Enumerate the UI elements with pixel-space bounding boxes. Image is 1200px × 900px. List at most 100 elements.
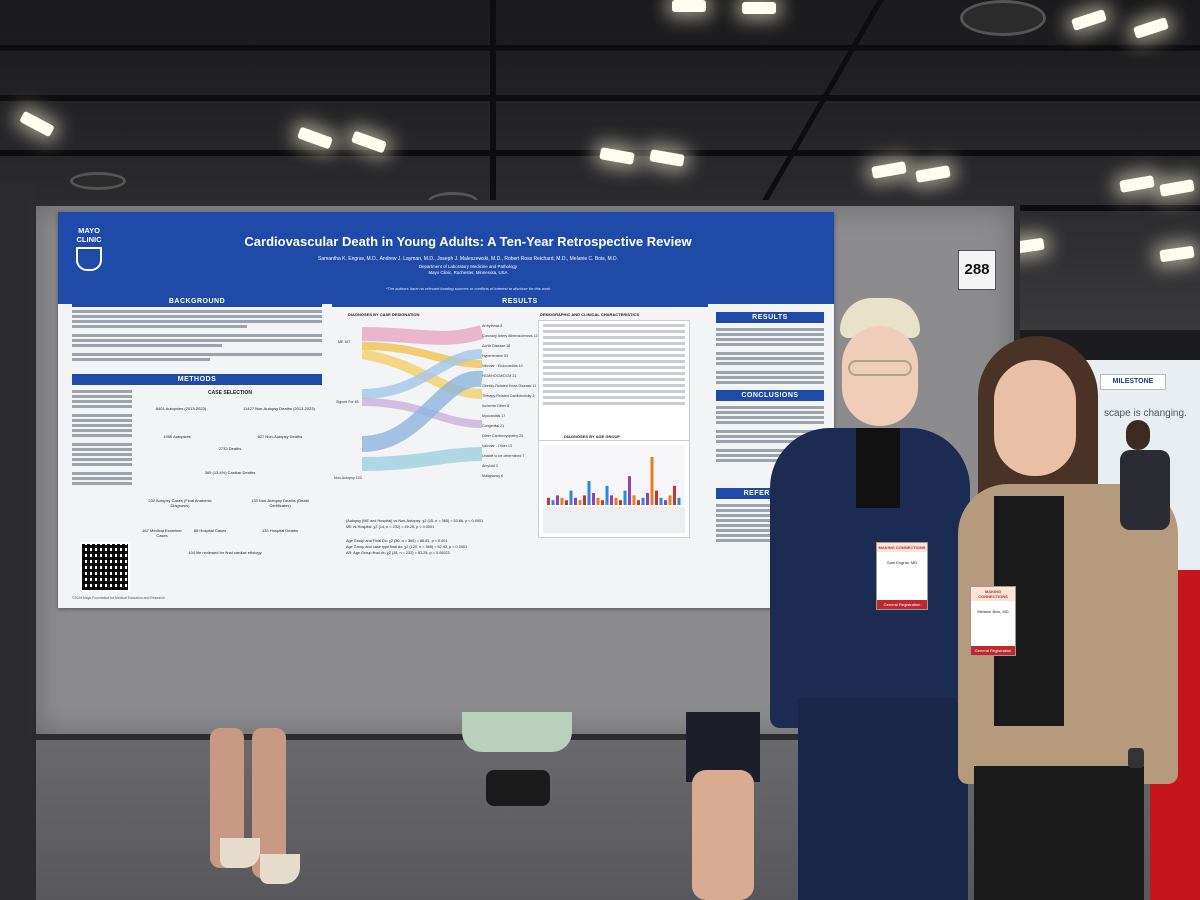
ceiling-truss [0,45,1200,51]
ceiling-truss [0,95,1200,101]
badge-role: General Registration [971,646,1015,655]
stat-line: ME vs Hospital: χ2 (14, n = 232) = 49.25… [346,525,435,529]
diagnosis-label: Malignancy 6 [482,474,504,478]
background-text [72,310,322,362]
glasses-icon [848,360,912,376]
flow-hosp-deaths: 133 Hospital Deaths [261,528,299,533]
table-row [543,324,685,327]
diagnosis-label: Congenital 21 [482,424,505,428]
qr-code[interactable] [80,542,130,592]
age-bar [668,495,672,505]
mayo-clinic-logo: MAYO CLINIC [70,226,108,271]
diagnosis-label: Unable to be determined 7 [482,454,525,458]
table-row [543,354,685,357]
age-bar [560,497,564,505]
case-selection-title: CASE SELECTION [208,390,252,396]
flow-autopsy-cases: 232 Autopsy Cases (Final Anatomic Diagno… [148,498,212,508]
age-bar [547,497,550,505]
age-bar [601,500,604,505]
name-badge: MAKING CONNECTIONS Melanie Bois, MD Gene… [970,586,1016,656]
age-bar [614,497,618,505]
age-bar [605,485,609,505]
badge-event: MAKING CONNECTIONS [877,543,927,552]
age-bar [655,490,658,505]
diagnosis-label: Arrhythmia 8 [482,324,503,328]
face [842,326,918,426]
age-bar [578,500,582,505]
age-bar [650,457,654,505]
head [1126,420,1150,450]
logo-text: MAYO CLINIC [76,226,102,244]
poster-affiliation: Department of Laboratory Medicine and Pa… [218,264,718,276]
section-background: BACKGROUND [72,296,322,307]
flow-1906: 1906 Autopsies [163,434,191,439]
badge-name: Melanie Bois, MD [977,609,1009,614]
turtleneck [856,428,900,508]
sankey-label-me: ME 167 [338,340,351,344]
age-group-chart [538,440,690,538]
section-conclusions: CONCLUSIONS [716,390,824,401]
age-bar [583,495,586,505]
booth-tagline: scape is changing. [1104,408,1187,419]
poster-title: Cardiovascular Death in Young Adults: A … [244,234,692,249]
stat-line: (Autopsy (ME and Hospital) vs Non-Autops… [346,519,484,523]
diagnosis-label: Hypertensive 53 [482,354,508,358]
badge-name: Sam Engrav, MD [886,560,918,565]
sankey-flow [362,342,483,368]
sankey-flow [362,325,485,345]
demographics-title: DEMOGRAPHIC AND CLINICAL CHARACTERISTICS [540,312,640,317]
age-bar [628,476,631,505]
age-bar [664,500,667,505]
table-row [543,366,685,369]
age-bar [646,493,649,505]
table-row [543,390,685,393]
age-bar [673,485,676,505]
age-bar [623,490,627,505]
booth-number: 288 [958,250,996,290]
stats-block: (Autopsy (ME and Hospital) vs Non-Autops… [346,518,536,556]
poster-header: MAYO CLINIC Cardiovascular Death in Youn… [58,212,834,304]
table-row [543,348,685,351]
passerby-skirt [462,712,572,752]
flow-2733: 2733 Deaths [218,446,242,451]
skirt [974,766,1144,900]
methods-text [72,390,132,550]
flow-827: 827 Non-Autopsy Deaths [257,434,303,439]
stat-line: Age Group and case type final dx: χ2 (12… [346,545,468,549]
badge-role: General Registration [877,600,927,609]
diagnosis-label: Obesity-Related Heart Disease 11 [482,384,537,388]
diagnosis-label: Myocarditis 17 [482,414,506,418]
ceiling-light [1070,9,1108,31]
department: Department of Laboratory Medicine and Pa… [418,264,518,269]
age-bar [569,490,573,505]
diagnosis-label: HCM/HOCM/DCM 21 [482,374,517,378]
booth-sign: MILESTONE [1100,374,1166,390]
flow-hospital: 65 Hospital Cases [193,528,227,533]
watch-icon [1128,748,1144,768]
ceiling-light [672,0,706,12]
ceiling-light [871,161,907,179]
age-bar [677,497,681,505]
ceiling-light [915,165,951,183]
age-bar [641,497,645,505]
ceiling-truss [490,0,496,200]
passerby-shoes [486,770,550,806]
section-methods: METHODS [72,374,322,385]
age-bar [587,481,591,505]
age-bar [632,495,636,505]
institution: Mayo Clinic, Rochester, Minnesota, USA [428,270,508,275]
shoe [220,838,260,868]
shield-icon [76,247,102,271]
passerby-left [200,728,300,900]
ceiling-light [19,110,55,138]
table-row [543,396,685,399]
age-bar [592,493,595,505]
ceiling-light [1159,179,1195,197]
ceiling-light [296,126,334,150]
table-row [543,330,685,333]
conclusions-text [716,406,824,462]
flow-me: 167 Medical Examiner Cases [142,528,182,538]
ceiling-light [1132,17,1170,39]
research-poster: MAYO CLINIC Cardiovascular Death in Youn… [58,212,834,608]
table-row [543,402,685,405]
